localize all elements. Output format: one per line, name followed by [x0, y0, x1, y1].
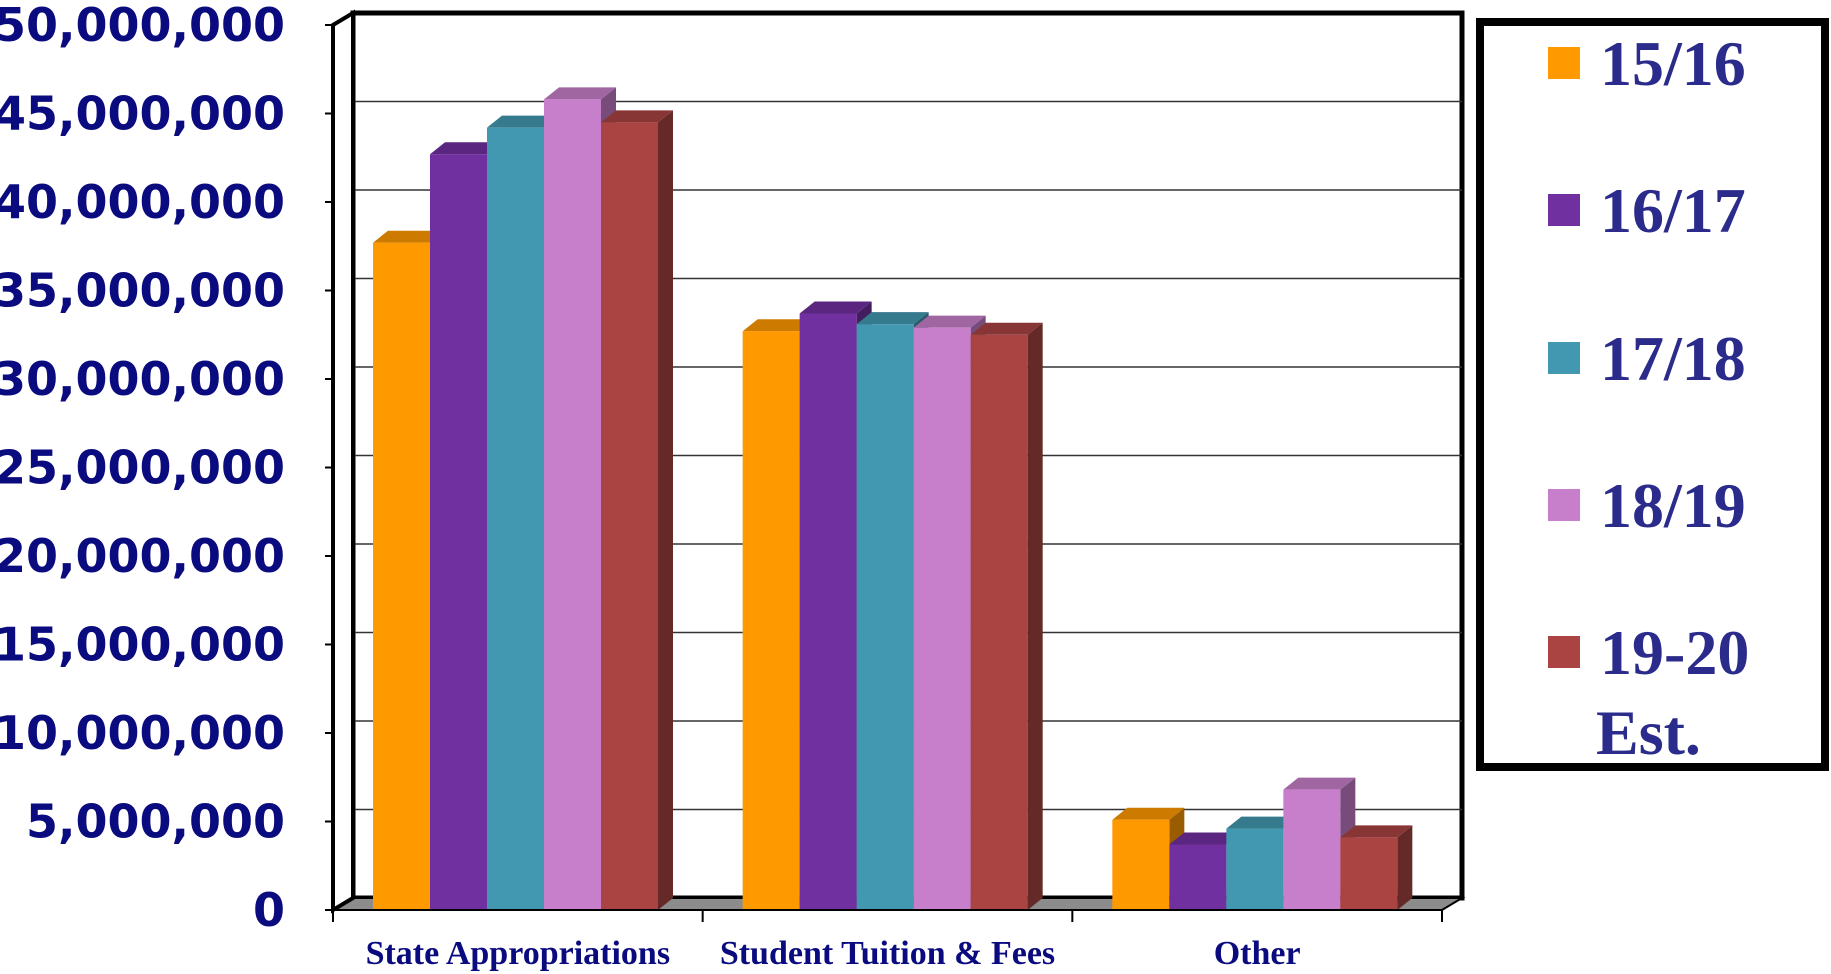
y-tick-label: 5,000,000 [26, 795, 285, 849]
bar [970, 322, 1043, 910]
axes [325, 9, 1443, 922]
y-tick-label: 10,000,000 [0, 706, 285, 760]
legend-swatch [1548, 489, 1580, 521]
legend-swatch [1548, 636, 1580, 668]
legend-label: 19-20 Est. [1596, 617, 1749, 768]
bar-front-face [799, 313, 857, 910]
bar-front-face [1226, 828, 1284, 910]
bar-side-face [1397, 825, 1413, 910]
x-category-label: Student Tuition & Fees [720, 935, 1055, 972]
bar-front-face [742, 331, 800, 911]
bar-top-face [544, 87, 616, 100]
bar-top-face [430, 142, 502, 155]
bar [1340, 825, 1413, 910]
bar-front-face [913, 327, 971, 910]
x-axis-category-labels: State Appropriations Student Tuition & Fe… [366, 935, 1301, 972]
bar-top-face [1112, 807, 1185, 820]
legend-swatch [1548, 194, 1580, 226]
y-tick-label: 35,000,000 [0, 264, 285, 318]
bar-top-face [1283, 777, 1356, 790]
bar-front-face [601, 122, 658, 911]
bar-top-face [1226, 816, 1299, 829]
bar-top-face [1340, 825, 1413, 838]
bar-front-face [856, 324, 914, 910]
legend-swatch [1548, 342, 1580, 374]
legend-label: 16/17 [1600, 175, 1746, 246]
y-tick-label: 40,000,000 [0, 175, 285, 229]
y-tick-label: 25,000,000 [0, 441, 285, 495]
bar-top-face [913, 315, 986, 328]
bar-top-face [970, 322, 1043, 335]
legend-label: 18/19 [1600, 470, 1746, 541]
bar-side-face [1027, 322, 1043, 910]
y-tick-label: 20,000,000 [0, 529, 285, 583]
y-axis-tick-labels: 0 5,000,000 10,000,000 15,000,000 20,000,000… [0, 0, 285, 937]
bar-front-face [544, 99, 601, 911]
legend: 15/16 16/17 17/18 18/19 19-20 Est. [1476, 18, 1829, 771]
bar-top-face [799, 301, 872, 314]
bar-front-face [1169, 844, 1227, 910]
bar-front-face [1283, 789, 1341, 910]
bar-top-face [856, 312, 929, 325]
legend-label: 17/18 [1600, 323, 1746, 394]
bar-front-face [1340, 837, 1398, 910]
bar-top-face [601, 110, 673, 123]
bar-top-face [1169, 832, 1242, 845]
bars [373, 87, 1413, 911]
bar-front-face [1112, 819, 1170, 910]
bar-top-face [742, 319, 815, 332]
bar-top-face [487, 115, 559, 128]
legend-swatch [1548, 47, 1580, 79]
legend-label: 15/16 [1600, 28, 1746, 99]
y-tick-label: 50,000,000 [0, 0, 285, 52]
bar-side-face [658, 110, 673, 911]
bar-top-face [373, 230, 445, 243]
bar-front-face [970, 334, 1028, 910]
x-category-label: State Appropriations [366, 935, 670, 972]
y-tick-label: 15,000,000 [0, 618, 285, 672]
legend-box [1476, 18, 1829, 771]
bar-front-face [487, 127, 544, 910]
y-tick-label: 45,000,000 [0, 87, 285, 141]
plot-side-wall [331, 9, 355, 914]
legend-label-line: Est. [1596, 697, 1701, 768]
bar [601, 110, 673, 911]
bar-front-face [373, 242, 430, 910]
bar-front-face [430, 154, 487, 910]
x-category-label: Other [1214, 935, 1301, 972]
y-tick-label: 0 [253, 883, 285, 937]
y-tick-label: 30,000,000 [0, 352, 285, 406]
legend-label-line: 19-20 [1600, 617, 1749, 688]
